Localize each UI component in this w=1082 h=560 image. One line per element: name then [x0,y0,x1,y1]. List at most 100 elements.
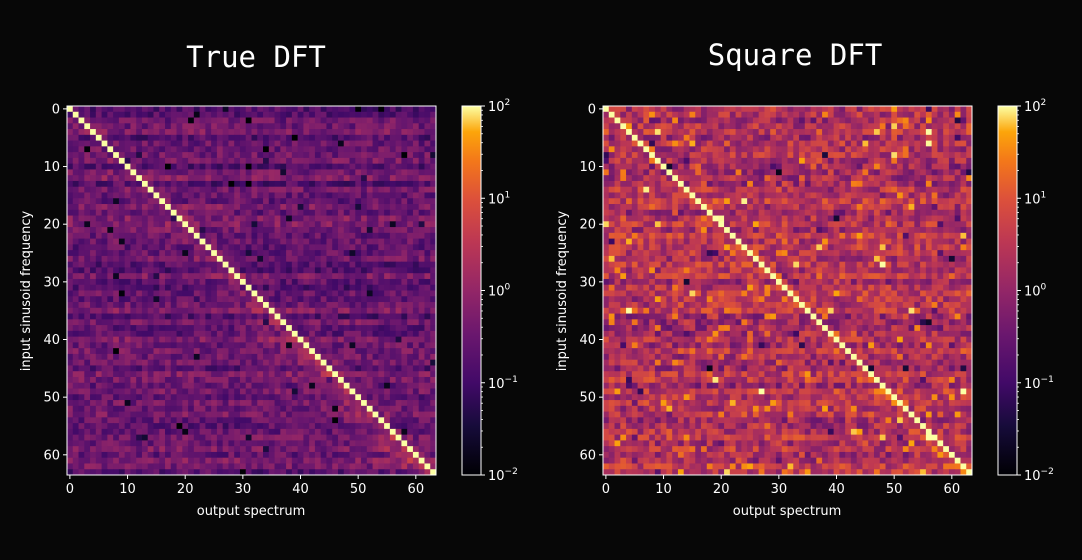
heatmap-cell [332,140,339,147]
heatmap-cell [407,152,414,159]
heatmap-cell [833,111,840,118]
heatmap-cell [153,359,160,366]
heatmap-cell [182,255,189,263]
heatmap-cell [251,152,258,159]
heatmap-cell [159,382,166,389]
heatmap-cell [95,175,102,182]
heatmap-cell [343,117,350,124]
heatmap-cell [603,163,610,170]
heatmap-cell [332,353,339,361]
heatmap-cell [136,157,143,165]
heatmap-cell [747,106,754,113]
heatmap-cell [706,146,713,153]
heatmap-cell [326,123,333,130]
heatmap-cell [153,319,160,326]
heatmap-cell [211,325,218,332]
heatmap-cell [787,157,794,165]
heatmap-cell [78,394,85,401]
heatmap-cell [153,278,160,286]
heatmap-cell [412,296,420,303]
heatmap-cell [234,457,241,464]
heatmap-cell [113,388,120,395]
heatmap-cell [631,123,638,130]
heatmap-cell [222,359,229,366]
heatmap-cell [176,278,183,286]
heatmap-cell [291,423,299,430]
heatmap-cell [286,186,293,193]
heatmap-cell [810,134,817,141]
heatmap-cell [101,469,108,476]
heatmap-cell [257,175,264,182]
heatmap-cell [222,215,229,222]
heatmap-cell [332,261,339,268]
heatmap-cell [84,348,91,355]
heatmap-cell [67,284,74,291]
heatmap-cell [170,163,177,170]
heatmap-cell [211,255,218,263]
heatmap-cell [78,175,85,182]
heatmap-cell [159,423,166,430]
heatmap-cell [741,129,748,136]
heatmap-cell [822,152,829,159]
heatmap-cell [153,302,160,309]
heatmap-cell [430,180,437,188]
heatmap-cell [222,348,229,355]
heatmap-cell [361,307,368,314]
heatmap-cell [153,457,160,464]
heatmap-cell [78,261,85,268]
heatmap-cell [401,330,408,338]
heatmap-cell [332,215,339,222]
heatmap-cell [67,261,74,268]
heatmap-cell [90,209,97,216]
heatmap-cell [72,382,79,389]
heatmap-cell [401,382,408,389]
heatmap-cell [136,325,143,332]
heatmap-cell [701,175,708,182]
heatmap-cell [677,129,685,136]
heatmap-cell [389,296,397,303]
y-tick-label: 60 [43,448,60,463]
heatmap-cell [856,111,863,118]
heatmap-cell [291,117,299,124]
heatmap-cell [395,336,402,343]
heatmap-cell [268,140,275,147]
heatmap-cell [424,232,431,240]
heatmap-cell [430,175,437,182]
heatmap-cell [101,336,108,343]
heatmap-cell [297,446,304,453]
heatmap-cell [84,123,91,130]
heatmap-cell [245,180,252,188]
heatmap-cell [366,457,373,464]
heatmap-cell [361,152,368,159]
heatmap-cell [810,106,817,113]
heatmap-cell [349,123,356,130]
heatmap-cell [418,244,425,251]
heatmap-cell [95,411,102,418]
heatmap-cell [165,394,172,401]
heatmap-cell [412,186,420,193]
heatmap-cell [297,382,304,389]
heatmap-cell [337,129,345,136]
heatmap-cell [343,123,350,130]
heatmap-cell [67,457,74,464]
heatmap-cell [372,400,379,407]
heatmap-cell [418,342,425,349]
heatmap-cell [147,307,154,314]
heatmap-cell [349,307,356,314]
heatmap-cell [182,302,189,309]
heatmap-cell [199,417,206,424]
heatmap-cell [245,117,252,124]
heatmap-cell [286,244,293,251]
heatmap-cell [395,284,402,291]
heatmap-cell [291,469,299,476]
heatmap-cell [320,157,327,165]
heatmap-cell [176,405,183,412]
heatmap-cell [165,417,172,424]
heatmap-cell [401,175,408,182]
heatmap-cell [729,146,737,153]
heatmap-cell [280,209,287,216]
heatmap-cell [239,440,247,447]
heatmap-cell [724,129,731,136]
heatmap-cell [239,400,247,407]
heatmap-cell [384,296,391,303]
